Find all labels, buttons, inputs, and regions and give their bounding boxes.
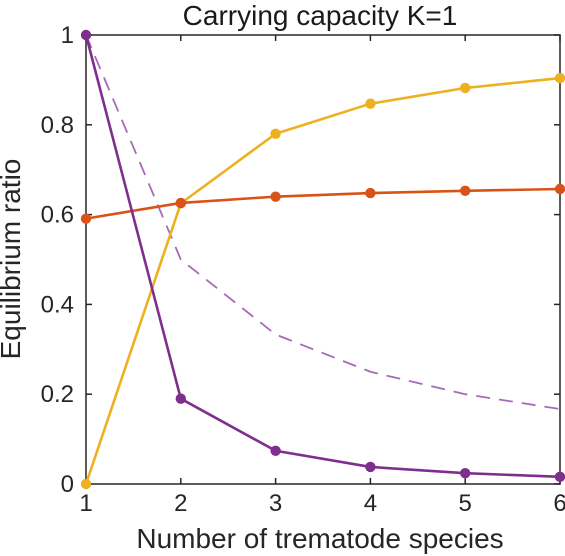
x-tick-label: 5 (459, 490, 472, 517)
y-axis-label: Equilibrium ratio (0, 159, 26, 360)
series-3-point (270, 445, 281, 456)
chart-title: Carrying capacity K=1 (183, 0, 458, 31)
y-tick-label: 0.8 (41, 112, 74, 139)
series-1-point (554, 72, 565, 84)
series-layer (80, 29, 565, 490)
series-3-point (460, 468, 471, 479)
series-1-point (270, 128, 281, 139)
series-line-4 (85, 34, 561, 410)
series-2-point (270, 191, 281, 202)
series-2-point (175, 197, 186, 209)
series-2-point (80, 213, 92, 224)
y-tick-label: 1 (61, 22, 74, 49)
y-axis-ticks: 0 0.2 0.4 0.6 0.8 1 (41, 22, 560, 498)
x-axis-ticks: 1 2 3 4 5 6 (79, 35, 565, 517)
series-1-point (365, 98, 376, 109)
x-tick-label: 4 (364, 490, 377, 517)
plot-frame (85, 34, 561, 485)
plot-area: 1 2 3 4 5 6 0 0.2 0.4 0.6 0.8 1 (41, 22, 565, 517)
x-tick-label: 2 (174, 490, 187, 517)
series-line-3 (84, 34, 561, 479)
series-3-point (175, 393, 186, 404)
x-axis-label: Number of trematode species (136, 523, 503, 554)
series-line-1 (84, 76, 561, 485)
y-tick-label: 0.6 (41, 202, 74, 229)
series-1-point (80, 478, 92, 490)
x-tick-label: 6 (553, 490, 565, 517)
series-3-point (365, 461, 376, 473)
x-tick-label: 1 (79, 490, 92, 517)
series-line-2 (85, 187, 561, 220)
y-tick-label: 0.4 (41, 291, 74, 318)
series-1-point (460, 82, 471, 94)
x-tick-label: 3 (269, 490, 282, 517)
series-3-point (554, 471, 565, 483)
series-2-point (460, 185, 471, 197)
series-2-point (365, 187, 376, 199)
series-2-point (554, 183, 565, 195)
series-3-point (80, 29, 92, 41)
y-tick-label: 0.2 (41, 381, 74, 408)
y-tick-label: 0 (61, 471, 74, 498)
